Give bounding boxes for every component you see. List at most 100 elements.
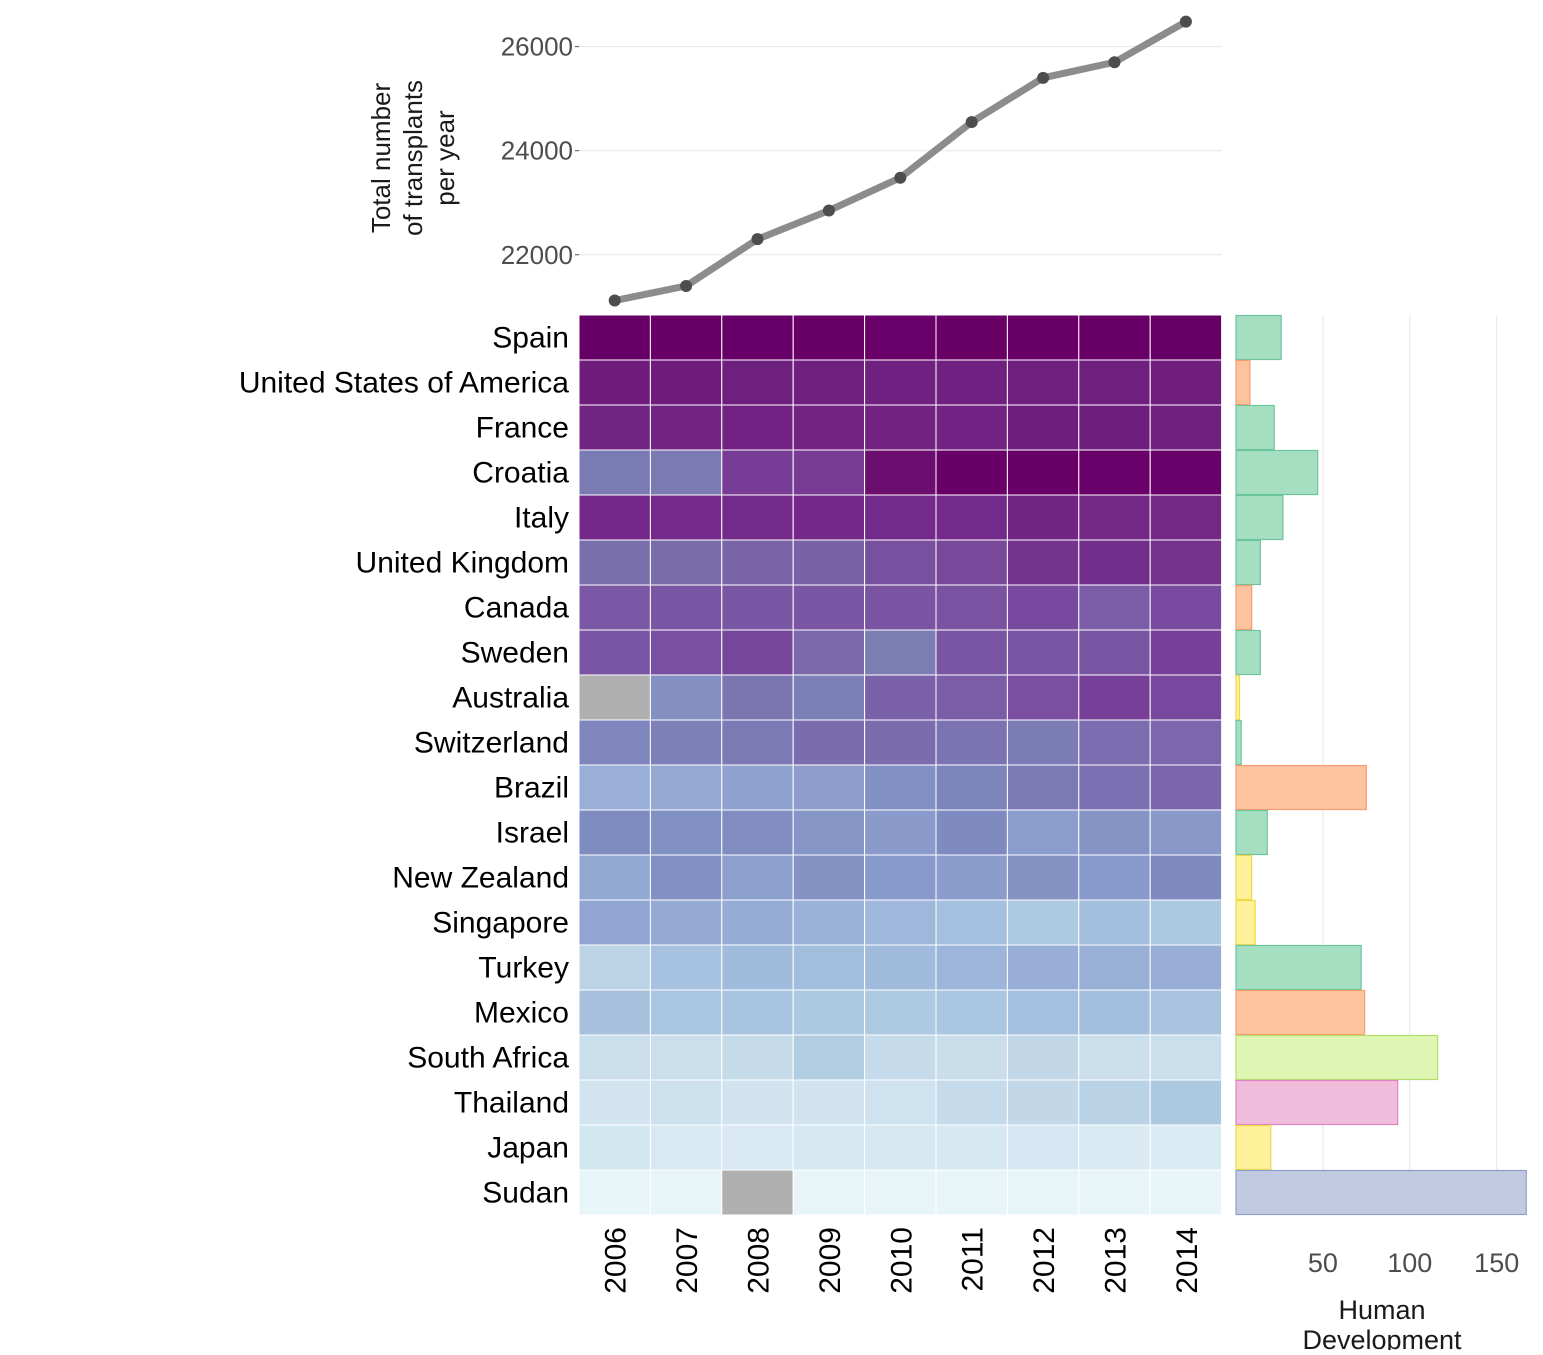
heatmap-row-label: Switzerland [414, 727, 569, 760]
heatmap-cell [1149, 359, 1223, 406]
bar-rect [1235, 1034, 1439, 1081]
bar-rect [1235, 1169, 1527, 1216]
line-point [894, 171, 907, 184]
heatmap-cell [864, 989, 937, 1036]
heatmap-cell [1078, 1034, 1151, 1081]
bar-rect [1235, 494, 1284, 541]
heatmap-cell [721, 404, 794, 451]
bar-rect [1235, 629, 1261, 676]
bar-rect [1235, 719, 1242, 766]
heatmap-cell [935, 314, 1008, 361]
heatmap-cell [1078, 494, 1151, 541]
heatmap-cell [792, 674, 866, 721]
heatmap-cell [578, 944, 651, 991]
line-point [965, 116, 978, 129]
bar-panel: 50 100 150 Human Development [1235, 314, 1527, 1355]
heatmap-cell [792, 359, 866, 406]
heatmap-cell [792, 899, 866, 946]
heatmap-cell [1006, 404, 1080, 451]
bar-xlabel-line: Human [1338, 1295, 1425, 1325]
bar-xlabel-line: Development [1302, 1325, 1462, 1350]
heatmap-cell [649, 539, 723, 586]
heatmap-cell [1006, 764, 1080, 811]
heatmap-cell [864, 359, 937, 406]
heatmap-cell [864, 764, 937, 811]
heatmap-cell [1149, 1034, 1223, 1081]
bar-rect [1235, 539, 1261, 586]
heatmap-cell [1006, 1079, 1080, 1126]
bar-rect [1235, 314, 1282, 361]
heatmap-col-label: 2013 [1100, 1227, 1133, 1294]
heatmap-cell [1078, 809, 1151, 856]
heatmap-cell [649, 314, 723, 361]
heatmap-cell [1006, 899, 1080, 946]
heatmap-cell [935, 494, 1008, 541]
heatmap-cell [1078, 449, 1151, 496]
heatmap-cell [721, 359, 794, 406]
heatmap-cell [792, 989, 866, 1036]
heatmap-cell [721, 719, 794, 766]
heatmap-row-label: Sweden [461, 637, 569, 670]
heatmap-cell [649, 809, 723, 856]
heatmap-cell [792, 1169, 866, 1216]
bar-rect [1235, 359, 1251, 406]
heatmap-cell [864, 404, 937, 451]
heatmap-cell [578, 674, 651, 721]
heatmap-cell [935, 539, 1008, 586]
heatmap-cell [721, 899, 794, 946]
heatmap-cell [792, 494, 866, 541]
heatmap-cell [792, 629, 866, 676]
heatmap-col-label: 2010 [885, 1227, 918, 1294]
heatmap-cell [1078, 314, 1151, 361]
heatmap-cell [1149, 1124, 1223, 1171]
bar-rect [1235, 944, 1362, 991]
heatmap-cell [864, 809, 937, 856]
heatmap-cell [935, 629, 1008, 676]
heatmap-cell [1078, 584, 1151, 631]
heatmap-cell [1006, 809, 1080, 856]
heatmap-col-label: 2011 [957, 1227, 990, 1292]
heatmap-cell [1006, 719, 1080, 766]
bar-rect [1235, 584, 1253, 631]
heatmap-cell [578, 764, 651, 811]
heatmap-cell [578, 719, 651, 766]
heatmap-cell [792, 1124, 866, 1171]
heatmap-cell [792, 539, 866, 586]
heatmap-cell [864, 944, 937, 991]
heatmap-cell [1078, 359, 1151, 406]
heatmap-cell [721, 1169, 794, 1216]
heatmap-cell [935, 1169, 1008, 1216]
heatmap-cell [864, 899, 937, 946]
heatmap-cell [935, 584, 1008, 631]
heatmap-col-label: 2006 [600, 1227, 633, 1294]
heatmap-row-label: Canada [464, 592, 569, 625]
heatmap-cell [649, 674, 723, 721]
heatmap-cell [864, 1034, 937, 1081]
heatmap-cell [935, 719, 1008, 766]
heatmap-cell [578, 449, 651, 496]
heatmap-cell [1078, 674, 1151, 721]
heatmap-cell [1149, 764, 1223, 811]
heatmap-cell [649, 854, 723, 901]
heatmap-cell [1006, 989, 1080, 1036]
heatmap-cell [1078, 629, 1151, 676]
heatmap-cell [935, 449, 1008, 496]
heatmap-cell [578, 494, 651, 541]
heatmap-cell [721, 1034, 794, 1081]
bar-rect [1235, 989, 1366, 1036]
heatmap-cell [864, 494, 937, 541]
heatmap-cell [578, 854, 651, 901]
heatmap-cell [792, 404, 866, 451]
heatmap-cell [1078, 539, 1151, 586]
bar-rect [1235, 674, 1241, 721]
heatmap-cell [1149, 494, 1223, 541]
heatmap-cell [1149, 854, 1223, 901]
heatmap-cell [649, 719, 723, 766]
heatmap-cell [1006, 314, 1080, 361]
heatmap-row-label: United Kingdom [356, 547, 569, 580]
heatmap-cell [649, 404, 723, 451]
heatmap-cell [1006, 1034, 1080, 1081]
heatmap-cell [1078, 1124, 1151, 1171]
bar-rect [1235, 854, 1253, 901]
